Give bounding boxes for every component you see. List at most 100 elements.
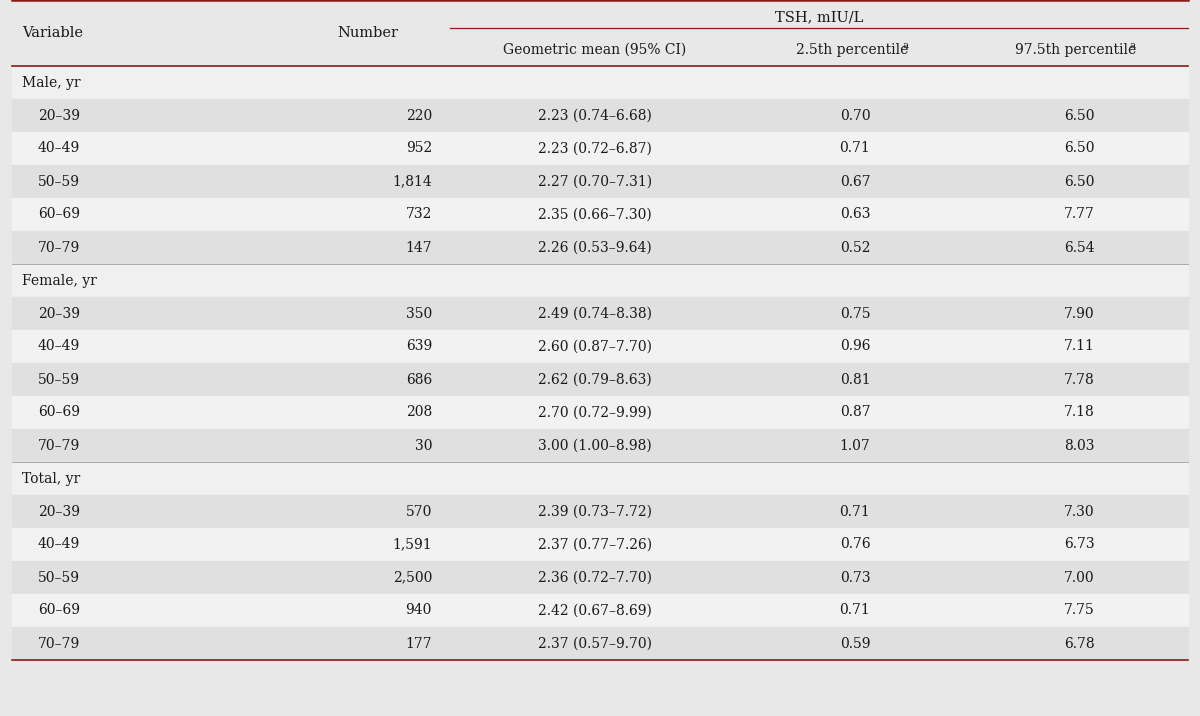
Bar xyxy=(12,594,1188,627)
Text: 50–59: 50–59 xyxy=(38,571,80,584)
Text: 208: 208 xyxy=(406,405,432,420)
Text: Variable: Variable xyxy=(22,26,83,40)
Bar xyxy=(12,330,1188,363)
Text: 97.5th percentile: 97.5th percentile xyxy=(1015,43,1136,57)
Text: 7.00: 7.00 xyxy=(1063,571,1094,584)
Text: 7.30: 7.30 xyxy=(1063,505,1094,518)
Text: a: a xyxy=(902,41,908,49)
Text: 0.70: 0.70 xyxy=(840,109,870,122)
Text: 20–39: 20–39 xyxy=(38,306,80,321)
Bar xyxy=(12,231,1188,264)
Text: 0.59: 0.59 xyxy=(840,637,870,651)
Text: 2.26 (0.53–9.64): 2.26 (0.53–9.64) xyxy=(538,241,652,254)
Text: 2.27 (0.70–7.31): 2.27 (0.70–7.31) xyxy=(538,175,652,188)
Text: 7.18: 7.18 xyxy=(1063,405,1094,420)
Text: 0.63: 0.63 xyxy=(840,208,870,221)
Text: 952: 952 xyxy=(406,142,432,155)
Text: 60–69: 60–69 xyxy=(38,405,80,420)
Text: 2.23 (0.72–6.87): 2.23 (0.72–6.87) xyxy=(538,142,652,155)
Bar xyxy=(12,297,1188,330)
Text: 0.73: 0.73 xyxy=(840,571,870,584)
Text: Male, yr: Male, yr xyxy=(22,75,80,90)
Text: 6.50: 6.50 xyxy=(1063,109,1094,122)
Bar xyxy=(12,462,1188,495)
Text: 686: 686 xyxy=(406,372,432,387)
Text: 7.75: 7.75 xyxy=(1063,604,1094,617)
Text: 70–79: 70–79 xyxy=(38,637,80,651)
Text: a: a xyxy=(1129,41,1135,49)
Text: 2,500: 2,500 xyxy=(392,571,432,584)
Bar xyxy=(12,627,1188,660)
Text: 2.42 (0.67–8.69): 2.42 (0.67–8.69) xyxy=(538,604,652,617)
Bar xyxy=(12,34,1188,66)
Bar xyxy=(12,528,1188,561)
Text: 7.78: 7.78 xyxy=(1063,372,1094,387)
Text: Geometric mean (95% CI): Geometric mean (95% CI) xyxy=(503,43,686,57)
Text: 6.78: 6.78 xyxy=(1063,637,1094,651)
Text: 7.11: 7.11 xyxy=(1063,339,1094,354)
Text: 20–39: 20–39 xyxy=(38,505,80,518)
Text: 2.23 (0.74–6.68): 2.23 (0.74–6.68) xyxy=(538,109,652,122)
Text: 40–49: 40–49 xyxy=(38,142,80,155)
Text: 7.77: 7.77 xyxy=(1063,208,1094,221)
Text: 0.96: 0.96 xyxy=(840,339,870,354)
Text: 639: 639 xyxy=(406,339,432,354)
Text: 60–69: 60–69 xyxy=(38,604,80,617)
Text: 3.00 (1.00–8.98): 3.00 (1.00–8.98) xyxy=(538,438,652,453)
Text: 0.67: 0.67 xyxy=(840,175,870,188)
Text: 940: 940 xyxy=(406,604,432,617)
Text: 350: 350 xyxy=(406,306,432,321)
Bar xyxy=(12,132,1188,165)
Text: 2.37 (0.77–7.26): 2.37 (0.77–7.26) xyxy=(538,538,652,551)
Text: 8.03: 8.03 xyxy=(1063,438,1094,453)
Bar xyxy=(12,363,1188,396)
Bar xyxy=(12,198,1188,231)
Text: 2.35 (0.66–7.30): 2.35 (0.66–7.30) xyxy=(538,208,652,221)
Text: 6.50: 6.50 xyxy=(1063,175,1094,188)
Text: 1.07: 1.07 xyxy=(840,438,870,453)
Bar xyxy=(12,561,1188,594)
Text: 2.60 (0.87–7.70): 2.60 (0.87–7.70) xyxy=(538,339,652,354)
Text: 2.49 (0.74–8.38): 2.49 (0.74–8.38) xyxy=(538,306,652,321)
Text: 1,591: 1,591 xyxy=(392,538,432,551)
Text: 0.71: 0.71 xyxy=(840,505,870,518)
Text: 2.62 (0.79–8.63): 2.62 (0.79–8.63) xyxy=(538,372,652,387)
Text: 2.70 (0.72–9.99): 2.70 (0.72–9.99) xyxy=(538,405,652,420)
Text: 6.50: 6.50 xyxy=(1063,142,1094,155)
Text: 0.71: 0.71 xyxy=(840,604,870,617)
Text: 0.81: 0.81 xyxy=(840,372,870,387)
Text: 732: 732 xyxy=(406,208,432,221)
Bar xyxy=(12,495,1188,528)
Text: 0.87: 0.87 xyxy=(840,405,870,420)
Text: 2.36 (0.72–7.70): 2.36 (0.72–7.70) xyxy=(538,571,652,584)
Text: Total, yr: Total, yr xyxy=(22,472,80,485)
Text: 220: 220 xyxy=(406,109,432,122)
Text: 40–49: 40–49 xyxy=(38,538,80,551)
Bar xyxy=(12,165,1188,198)
Text: 50–59: 50–59 xyxy=(38,175,80,188)
Text: 0.52: 0.52 xyxy=(840,241,870,254)
Text: Number: Number xyxy=(337,26,398,40)
Text: 70–79: 70–79 xyxy=(38,241,80,254)
Text: 60–69: 60–69 xyxy=(38,208,80,221)
Text: 70–79: 70–79 xyxy=(38,438,80,453)
Text: 147: 147 xyxy=(406,241,432,254)
Text: 177: 177 xyxy=(406,637,432,651)
Text: 40–49: 40–49 xyxy=(38,339,80,354)
Text: 0.71: 0.71 xyxy=(840,142,870,155)
Text: 50–59: 50–59 xyxy=(38,372,80,387)
Bar xyxy=(12,0,1188,34)
Bar xyxy=(12,429,1188,462)
Text: 30: 30 xyxy=(414,438,432,453)
Text: TSH, mIU/L: TSH, mIU/L xyxy=(775,10,863,24)
Text: 20–39: 20–39 xyxy=(38,109,80,122)
Bar xyxy=(12,396,1188,429)
Bar xyxy=(12,99,1188,132)
Bar xyxy=(12,264,1188,297)
Text: 1,814: 1,814 xyxy=(392,175,432,188)
Text: 6.73: 6.73 xyxy=(1063,538,1094,551)
Bar xyxy=(12,66,1188,99)
Text: 570: 570 xyxy=(406,505,432,518)
Text: 2.37 (0.57–9.70): 2.37 (0.57–9.70) xyxy=(538,637,652,651)
Text: 2.5th percentile: 2.5th percentile xyxy=(796,43,908,57)
